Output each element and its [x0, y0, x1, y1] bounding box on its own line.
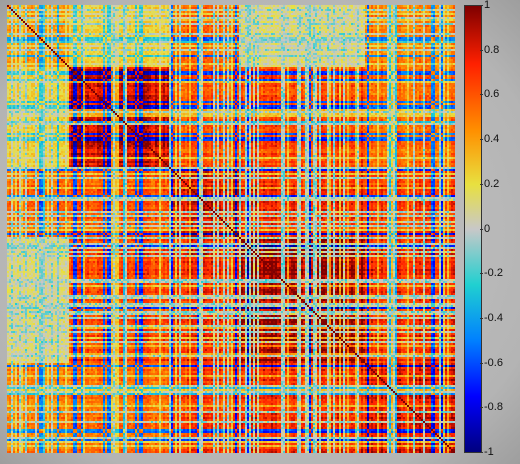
colorbar-tick-mark	[480, 139, 483, 141]
colorbar-tick-label: -1	[484, 446, 494, 458]
correlation-heatmap	[7, 5, 455, 453]
colorbar-tick-label: -0.8	[484, 401, 503, 414]
colorbar-tick-mark	[480, 362, 483, 364]
colorbar-tick-label: -0.2	[484, 267, 503, 280]
colorbar-tick-mark	[480, 273, 483, 275]
colorbar-tick-mark	[480, 317, 483, 319]
colorbar-tick-label: 0.4	[484, 133, 500, 146]
colorbar-tick-mark	[480, 5, 483, 6]
colorbar-tick-mark	[480, 49, 483, 51]
colorbar-tick-mark	[480, 228, 483, 230]
colorbar-tick-label: 0	[484, 222, 491, 235]
colorbar-tick-label: 0.8	[484, 43, 500, 56]
colorbar-tick-mark	[480, 407, 483, 409]
colorbar-tick-label: 0.2	[484, 177, 500, 190]
colorbar-tick-label: 1	[484, 0, 491, 11]
colorbar-tick-label: -0.6	[484, 356, 503, 369]
colorbar-tick-label: 0.6	[484, 88, 500, 101]
colorbar-tick-mark	[480, 183, 483, 185]
colorbar-tick-label: -0.4	[484, 311, 503, 324]
colorbar-tick-mark	[480, 452, 483, 453]
colorbar-tick-mark	[480, 94, 483, 96]
